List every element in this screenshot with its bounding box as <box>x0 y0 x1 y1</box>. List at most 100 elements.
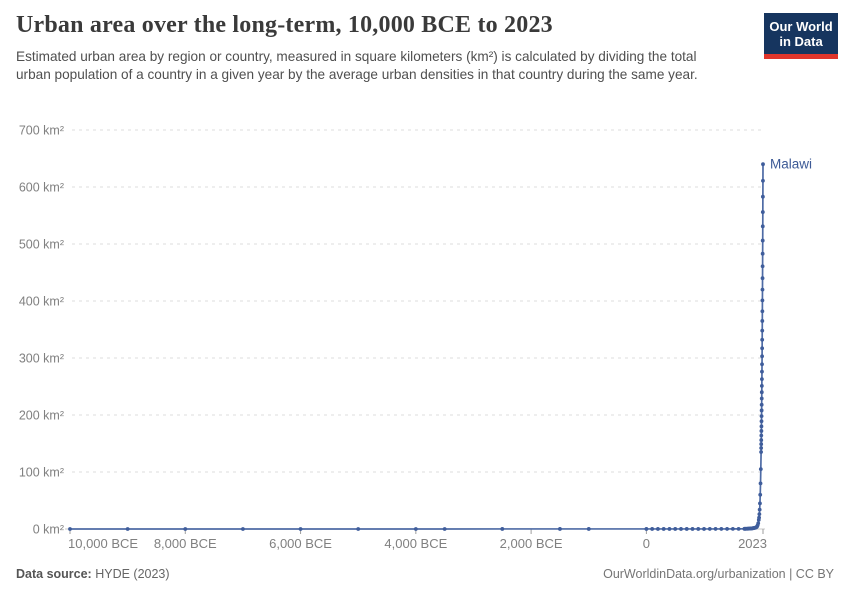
data-point[interactable] <box>760 238 765 243</box>
y-tick-label-200: 200 km² <box>19 409 64 423</box>
data-point[interactable] <box>760 264 765 269</box>
data-point[interactable] <box>759 390 764 395</box>
y-tick-label-700: 700 km² <box>19 124 64 138</box>
data-point[interactable] <box>759 429 764 433</box>
data-point[interactable] <box>702 527 706 531</box>
chart-area: 0 km² 100 km² 200 km² 300 km² 400 km² 500 km²… <box>0 110 850 562</box>
data-point[interactable] <box>759 438 764 442</box>
owid-logo[interactable]: Our World in Data <box>764 13 838 59</box>
data-point[interactable] <box>756 521 761 526</box>
data-point[interactable] <box>725 527 729 531</box>
data-point[interactable] <box>759 424 764 429</box>
data-point[interactable] <box>298 527 303 531</box>
data-point[interactable] <box>759 384 764 388</box>
data-source-value: HYDE (2023) <box>91 567 170 581</box>
data-point[interactable] <box>760 224 765 229</box>
y-tick-label-400: 400 km² <box>19 295 64 309</box>
chart-header: Urban area over the long-term, 10,000 BC… <box>16 12 756 84</box>
x-tick-label--8000: 8,000 BCE <box>154 536 217 551</box>
y-tick-label-600: 600 km² <box>19 181 64 195</box>
entity-label-malawi[interactable]: Malawi <box>770 157 812 172</box>
data-points-malawi[interactable] <box>68 162 765 531</box>
data-source: Data source: HYDE (2023) <box>16 567 170 581</box>
y-tick-label-0: 0 km² <box>33 523 64 537</box>
data-point[interactable] <box>760 328 765 333</box>
data-point[interactable] <box>679 527 683 531</box>
data-point[interactable] <box>760 337 765 342</box>
data-point[interactable] <box>759 446 764 450</box>
data-point[interactable] <box>759 414 764 419</box>
x-tick-label--10000: 10,000 BCE <box>68 536 138 551</box>
data-point[interactable] <box>690 527 695 531</box>
x-tick-label--2000: 2,000 BCE <box>500 536 563 551</box>
data-point[interactable] <box>760 369 764 374</box>
data-point[interactable] <box>760 377 764 381</box>
x-tick-label--4000: 4,000 BCE <box>384 536 447 551</box>
data-point[interactable] <box>759 402 764 407</box>
data-point[interactable] <box>760 210 765 214</box>
data-point[interactable] <box>713 527 718 531</box>
data-point[interactable] <box>760 194 765 199</box>
data-source-label: Data source: <box>16 567 92 581</box>
data-point[interactable] <box>719 527 724 531</box>
data-point[interactable] <box>760 309 765 314</box>
data-point[interactable] <box>760 298 765 303</box>
data-point[interactable] <box>760 354 764 359</box>
data-point[interactable] <box>673 527 678 531</box>
data-point[interactable] <box>759 419 764 424</box>
line-malawi[interactable] <box>70 164 764 530</box>
x-tick-label-2023: 2023 <box>738 536 767 551</box>
data-point[interactable] <box>586 527 591 531</box>
data-point[interactable] <box>661 527 666 531</box>
x-tick-label-0: 0 <box>643 536 650 551</box>
data-point[interactable] <box>758 501 762 506</box>
data-point[interactable] <box>500 527 505 531</box>
data-point[interactable] <box>667 527 672 531</box>
page-subtitle: Estimated urban area by region or countr… <box>16 49 698 83</box>
chart-canvas[interactable]: 0 km² 100 km² 200 km² 300 km² 400 km² 500 km²… <box>0 110 850 562</box>
data-point[interactable] <box>183 527 188 531</box>
data-point[interactable] <box>656 527 660 531</box>
data-point[interactable] <box>241 527 245 531</box>
data-point[interactable] <box>684 527 689 531</box>
data-point[interactable] <box>760 346 765 351</box>
data-point[interactable] <box>760 276 765 281</box>
data-point[interactable] <box>558 527 562 531</box>
data-point[interactable] <box>707 527 712 531</box>
y-tick-label-500: 500 km² <box>19 238 64 252</box>
data-point[interactable] <box>759 450 763 454</box>
data-point[interactable] <box>730 527 735 531</box>
data-point[interactable] <box>650 527 655 531</box>
data-point[interactable] <box>759 408 764 413</box>
owid-license-link[interactable]: OurWorldinData.org/urbanization | CC BY <box>603 567 834 581</box>
data-point[interactable] <box>413 527 418 531</box>
data-point[interactable] <box>761 178 765 183</box>
owid-logo-line2: in Data <box>779 34 823 50</box>
owid-logo-line1: Our World <box>769 19 833 34</box>
data-point[interactable] <box>644 527 649 531</box>
data-point[interactable] <box>757 507 762 512</box>
data-point[interactable] <box>356 527 361 531</box>
data-point[interactable] <box>759 442 764 446</box>
data-point[interactable] <box>759 396 764 401</box>
y-tick-label-100: 100 km² <box>19 466 64 480</box>
data-point[interactable] <box>759 433 764 438</box>
data-point[interactable] <box>758 467 763 472</box>
data-point[interactable] <box>757 515 761 520</box>
data-point[interactable] <box>760 362 764 367</box>
data-point[interactable] <box>125 527 130 531</box>
data-point[interactable] <box>761 162 765 167</box>
data-point[interactable] <box>68 527 72 531</box>
x-tick-label--6000: 6,000 BCE <box>269 536 332 551</box>
data-point[interactable] <box>760 287 765 292</box>
data-point[interactable] <box>757 512 762 517</box>
data-point[interactable] <box>758 492 763 497</box>
y-tick-label-300: 300 km² <box>19 352 64 366</box>
page-title: Urban area over the long-term, 10,000 BC… <box>16 12 553 38</box>
data-point[interactable] <box>442 527 447 531</box>
data-point[interactable] <box>760 319 765 323</box>
data-point[interactable] <box>736 527 741 531</box>
data-point[interactable] <box>760 251 765 256</box>
data-point[interactable] <box>696 527 701 531</box>
data-point[interactable] <box>758 481 763 486</box>
